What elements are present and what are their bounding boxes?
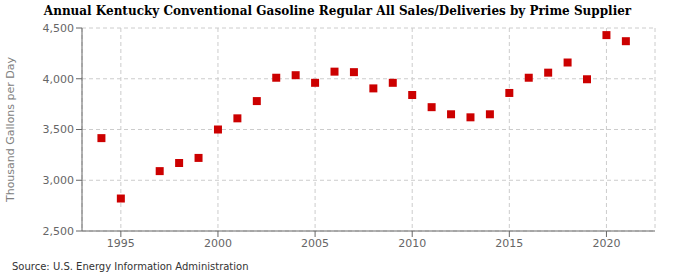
svg-text:2000: 2000 (204, 237, 232, 250)
svg-text:2,500: 2,500 (43, 225, 75, 238)
svg-text:2010: 2010 (398, 237, 426, 250)
svg-text:3,000: 3,000 (43, 174, 75, 187)
svg-text:2020: 2020 (592, 237, 620, 250)
svg-text:2005: 2005 (301, 237, 329, 250)
svg-text:4,500: 4,500 (43, 22, 75, 35)
svg-text:3,500: 3,500 (43, 123, 75, 136)
html-text:Source: U.S. Energy Informatio: Source: U.S. Energy Information Administ… (12, 261, 249, 272)
html-text:Annual Kentucky Conventional G: Annual Kentucky Conventional Gasoline Re… (43, 4, 632, 18)
svg-text:2015: 2015 (495, 237, 523, 250)
svg-text:1995: 1995 (107, 237, 135, 250)
svg-text:4,000: 4,000 (43, 73, 75, 86)
svg-text:Thousand Gallons per Day: Thousand Gallons per Day (8, 56, 17, 203)
